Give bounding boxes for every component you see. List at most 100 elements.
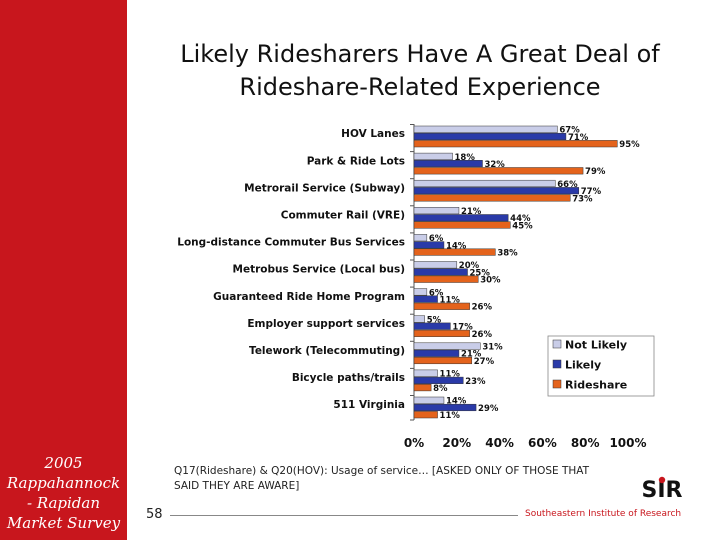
category-label: Telework (Telecommuting) — [249, 345, 405, 357]
survey-caption-line: 2005 — [44, 454, 83, 472]
data-label: 6% — [429, 288, 444, 298]
data-label: 26% — [472, 303, 493, 313]
bar-likely — [413, 403, 477, 412]
data-label: 77% — [581, 187, 602, 197]
slide-title: Likely Ridesharers Have A Great Deal of … — [140, 38, 700, 104]
data-label: 27% — [474, 357, 495, 367]
x-tick-label: 40% — [485, 436, 514, 450]
bar-not-likely — [413, 288, 428, 296]
x-tick-label: 100% — [609, 436, 646, 450]
survey-caption-line: - Rapidan — [26, 494, 101, 512]
data-label: 5% — [427, 315, 442, 325]
bar-rideshare — [413, 302, 470, 310]
data-label: 73% — [572, 194, 593, 204]
category-label: Bicycle paths/trails — [292, 372, 405, 384]
bar-rideshare — [413, 329, 470, 337]
category-label: Park & Ride Lots — [307, 155, 405, 167]
bar-likely — [413, 268, 468, 276]
data-label: 66% — [557, 180, 578, 190]
data-label: 71% — [568, 133, 589, 143]
logo-dot — [658, 476, 666, 484]
sir-logo: SIR — [642, 476, 683, 502]
bar-rideshare — [413, 194, 571, 202]
bar-rideshare — [413, 384, 432, 392]
bar-not-likely — [413, 396, 445, 404]
data-label: 45% — [512, 221, 533, 231]
bar-not-likely — [413, 315, 425, 323]
bar-likely — [413, 187, 580, 195]
data-label: 32% — [484, 160, 505, 170]
data-label: 20% — [459, 261, 480, 271]
bar-rideshare — [413, 356, 473, 365]
footer-rule — [170, 515, 518, 516]
bar-not-likely — [413, 261, 458, 269]
legend-swatch — [552, 379, 562, 389]
legend-swatch — [552, 339, 562, 349]
legend-swatch — [552, 359, 562, 369]
category-label: 511 Virginia — [333, 399, 405, 411]
bar-rideshare — [413, 140, 618, 148]
category-label: Metrobus Service (Local bus) — [233, 264, 406, 276]
survey-caption-line: Market Survey — [6, 514, 121, 532]
data-label: 67% — [559, 126, 580, 136]
bar-likely — [413, 349, 460, 357]
data-label: 21% — [461, 350, 482, 360]
x-tick-label: 60% — [528, 436, 557, 450]
data-label: 11% — [440, 411, 461, 421]
bar-not-likely — [413, 234, 428, 242]
data-label: 23% — [465, 377, 486, 387]
bar-likely — [413, 132, 567, 141]
data-label: 31% — [482, 343, 503, 353]
data-label: 14% — [446, 241, 467, 251]
data-label: 11% — [440, 296, 461, 306]
data-label: 79% — [585, 167, 606, 177]
data-label: 38% — [497, 249, 518, 259]
bar-likely — [413, 160, 483, 168]
data-label: 6% — [429, 234, 444, 244]
slide-title-line: Likely Ridesharers Have A Great Deal of — [180, 40, 660, 68]
data-label: 14% — [446, 397, 467, 407]
x-tick-label: 0% — [404, 436, 424, 450]
category-label: HOV Lanes — [341, 128, 405, 140]
data-label: 25% — [470, 268, 491, 278]
bar-likely — [413, 376, 464, 384]
sidebar-panel: 2005 Rappahannock - Rapidan Market Surve… — [0, 0, 127, 540]
bar-not-likely — [413, 369, 438, 377]
bar-rideshare — [413, 221, 511, 229]
bar-not-likely — [413, 207, 460, 215]
data-label: 21% — [461, 207, 482, 217]
footnote: Q17(Rideshare) & Q20(HOV): Usage of serv… — [174, 465, 590, 492]
data-label: 30% — [480, 276, 501, 286]
legend-label: Not Likely — [565, 339, 627, 352]
bar-likely — [413, 241, 445, 249]
bar-rideshare — [413, 248, 496, 256]
page-number: 58 — [146, 507, 163, 522]
data-label: 8% — [433, 384, 448, 394]
category-label: Commuter Rail (VRE) — [281, 210, 405, 222]
legend-box — [547, 335, 655, 397]
legend-label: Rideshare — [565, 379, 627, 392]
survey-caption-line: Rappahannock — [6, 474, 121, 492]
bar-not-likely — [413, 342, 481, 350]
category-label: Metrorail Service (Subway) — [244, 182, 405, 194]
data-label: 29% — [478, 404, 499, 414]
organization-name: Southeastern Institute of Research — [525, 509, 682, 519]
bar-not-likely — [413, 152, 453, 160]
data-label: 95% — [619, 140, 640, 150]
bar-likely — [413, 322, 451, 330]
category-label: Guaranteed Ride Home Program — [213, 291, 405, 303]
x-tick-label: 20% — [442, 436, 471, 450]
survey-caption: 2005 Rappahannock - Rapidan Market Surve… — [0, 453, 127, 533]
bar-likely — [413, 295, 438, 303]
category-label: Long-distance Commuter Bus Services — [177, 237, 405, 249]
data-label: 18% — [455, 153, 476, 163]
legend-label: Likely — [565, 359, 601, 372]
bar-not-likely — [413, 125, 558, 133]
bar-not-likely — [413, 179, 556, 188]
bar-likely — [413, 214, 509, 222]
data-label: 11% — [440, 370, 461, 380]
bar-rideshare — [413, 167, 584, 175]
bar-rideshare — [413, 275, 479, 283]
data-label: 17% — [452, 323, 473, 333]
